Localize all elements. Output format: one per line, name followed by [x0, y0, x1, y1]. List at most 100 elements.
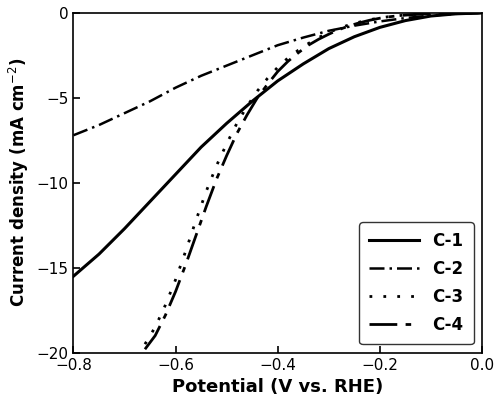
- C-3: [336, 26, 342, 31]
- C-3: [387, 14, 393, 19]
- C-1: [249, 99, 255, 104]
- C-1: [300, 62, 306, 66]
- C-3: [295, 48, 301, 53]
- C-4: [142, 347, 148, 352]
- C-3: [162, 303, 168, 307]
- C-3: [448, 11, 454, 16]
- C-3: [438, 11, 444, 16]
- C-4: [183, 262, 189, 267]
- C-1: [428, 14, 434, 19]
- C-1: [402, 18, 408, 23]
- C-2: [147, 99, 153, 104]
- C-4: [346, 23, 352, 28]
- C-2: [351, 23, 357, 28]
- C-4: [213, 177, 219, 182]
- C-4: [265, 82, 271, 87]
- C-4: [428, 11, 434, 16]
- C-3: [255, 89, 261, 93]
- C-4: [377, 16, 383, 21]
- C-3: [316, 35, 322, 40]
- C-3: [142, 342, 148, 347]
- C-3: [223, 141, 229, 146]
- C-1: [71, 274, 77, 278]
- C-3: [285, 56, 291, 60]
- C-3: [469, 10, 475, 15]
- C-3: [213, 163, 219, 168]
- C-3: [306, 41, 312, 46]
- C-4: [285, 59, 291, 64]
- C-3: [265, 76, 271, 81]
- C-3: [407, 12, 413, 17]
- C-3: [275, 65, 281, 70]
- C-3: [346, 23, 352, 27]
- Line: C-1: C-1: [74, 13, 482, 276]
- C-4: [336, 27, 342, 32]
- C-1: [96, 252, 102, 257]
- C-4: [295, 50, 301, 55]
- C-4: [203, 204, 209, 209]
- C-3: [234, 121, 240, 126]
- C-3: [428, 11, 434, 16]
- C-1: [453, 11, 459, 16]
- C-4: [469, 10, 475, 15]
- C-3: [244, 104, 250, 109]
- C-1: [275, 79, 281, 83]
- C-2: [96, 123, 102, 127]
- C-2: [198, 73, 204, 78]
- C-4: [448, 11, 454, 16]
- C-1: [377, 25, 383, 30]
- Line: C-2: C-2: [74, 13, 482, 135]
- C-3: [367, 17, 373, 22]
- C-4: [407, 12, 413, 17]
- C-3: [172, 277, 178, 282]
- C-1: [147, 199, 153, 204]
- C-4: [223, 153, 229, 158]
- C-4: [306, 43, 312, 48]
- C-4: [326, 32, 332, 37]
- C-1: [223, 121, 229, 126]
- C-4: [162, 313, 168, 318]
- C-1: [326, 46, 332, 51]
- C-3: [397, 13, 403, 18]
- C-4: [193, 233, 199, 238]
- C-3: [458, 10, 464, 15]
- C-4: [234, 131, 240, 136]
- C-2: [428, 13, 434, 18]
- C-2: [71, 133, 77, 138]
- C-4: [458, 10, 464, 15]
- C-2: [377, 19, 383, 24]
- Line: C-3: C-3: [145, 13, 482, 344]
- C-4: [418, 12, 424, 17]
- C-2: [223, 63, 229, 68]
- C-1: [351, 34, 357, 39]
- C-1: [122, 226, 128, 231]
- Line: C-4: C-4: [145, 13, 482, 349]
- C-4: [387, 14, 393, 19]
- C-4: [316, 37, 322, 42]
- C-1: [198, 145, 204, 150]
- C-3: [356, 20, 362, 25]
- C-3: [418, 12, 424, 17]
- C-4: [244, 112, 250, 117]
- C-2: [326, 28, 332, 33]
- C-3: [152, 325, 158, 330]
- C-3: [479, 10, 485, 15]
- C-1: [172, 172, 178, 177]
- C-3: [203, 189, 209, 194]
- C-4: [152, 333, 158, 338]
- C-4: [172, 289, 178, 294]
- C-2: [249, 53, 255, 58]
- Legend: C-1, C-2, C-3, C-4: C-1, C-2, C-3, C-4: [359, 222, 473, 344]
- C-4: [356, 21, 362, 25]
- C-2: [122, 111, 128, 116]
- C-4: [367, 18, 373, 23]
- X-axis label: Potential (V vs. RHE): Potential (V vs. RHE): [172, 378, 383, 396]
- C-1: [479, 10, 485, 15]
- C-4: [255, 96, 261, 100]
- C-2: [402, 16, 408, 21]
- C-2: [300, 35, 306, 40]
- C-2: [479, 10, 485, 15]
- C-3: [377, 15, 383, 20]
- C-2: [453, 11, 459, 16]
- C-3: [326, 30, 332, 35]
